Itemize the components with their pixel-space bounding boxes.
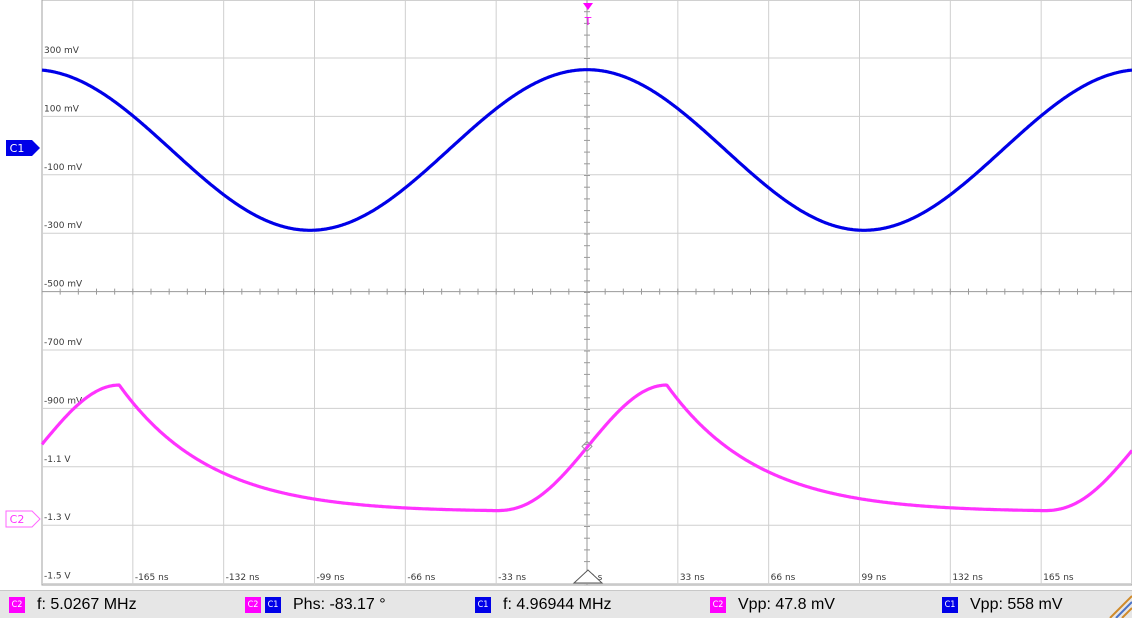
y-tick-label: -1.1 V	[44, 455, 71, 465]
c2-badge: C2	[245, 597, 261, 613]
y-tick-label: -100 mV	[44, 163, 83, 173]
measurement-text: Vpp: 558 mV	[970, 596, 1063, 613]
x-tick-label: -132 ns	[226, 573, 260, 583]
y-tick-label: -300 mV	[44, 221, 83, 231]
measurement-text: f: 4.96944 MHz	[503, 596, 612, 613]
x-tick-label: 99 ns	[862, 573, 887, 583]
trace-c1	[41, 68, 1132, 232]
plot-background	[0, 0, 1132, 590]
c1-badge: C1	[475, 597, 491, 613]
x-tick-label: 33 ns	[680, 573, 705, 583]
trigger-level-icon	[581, 440, 593, 453]
trigger-arrow-icon	[583, 3, 593, 10]
c2-marker-icon	[5, 510, 41, 528]
traces	[40, 68, 1132, 513]
resize-grip-icon[interactable]	[1106, 592, 1132, 618]
c1-marker-icon	[6, 140, 40, 156]
y-tick-label: 100 mV	[44, 104, 80, 114]
y-tick-label: -1.5 V	[44, 572, 71, 582]
trace-c2	[40, 383, 1132, 513]
measurement-c2-vpp[interactable]: C2 Vpp: 47.8 mV	[710, 595, 835, 615]
y-tick-label: -900 mV	[44, 396, 83, 406]
trigger-marker[interactable]: T	[583, 3, 593, 28]
measurement-text: Phs: -83.17 °	[293, 596, 386, 613]
c2-marker-label: C2	[10, 513, 25, 526]
channel-marker-c1[interactable]: C1	[6, 140, 40, 156]
c1-badge: C1	[942, 597, 958, 613]
measurement-text: Vpp: 47.8 mV	[738, 596, 835, 613]
measurement-text: f: 5.0267 MHz	[37, 596, 137, 613]
waveform-display[interactable]: 300 mV 100 mV -100 mV -300 mV -500 mV -700 mV…	[0, 0, 1132, 590]
x-tick-label: 165 ns	[1043, 573, 1074, 583]
y-tick-label: -1.3 V	[44, 513, 71, 523]
x-tick-label: -165 ns	[135, 573, 169, 583]
graticule	[41, 0, 1132, 586]
x-tick-label: -99 ns	[317, 573, 345, 583]
x-tick-label: -33 ns	[498, 573, 526, 583]
c1-marker-label: C1	[10, 142, 25, 155]
measurement-bar: C2 f: 5.0267 MHz C2 C1 Phs: -83.17 ° C1 …	[0, 590, 1132, 618]
c1-badge: C1	[265, 597, 281, 613]
y-axis-labels: 300 mV 100 mV -100 mV -300 mV -500 mV -700 mV…	[44, 46, 83, 582]
channel-marker-c2[interactable]: C2	[5, 510, 41, 528]
x-tick-label: 132 ns	[952, 573, 983, 583]
measurement-c1-vpp[interactable]: C1 Vpp: 558 mV	[942, 595, 1063, 615]
trigger-position-icon[interactable]	[572, 569, 604, 584]
measurement-c1-frequency[interactable]: C1 f: 4.96944 MHz	[475, 595, 612, 615]
measurement-phase[interactable]: C2 C1 Phs: -83.17 °	[245, 595, 386, 615]
y-tick-label: 300 mV	[44, 46, 80, 56]
x-tick-label: 66 ns	[771, 573, 796, 583]
x-tick-label: -66 ns	[407, 573, 435, 583]
c2-badge: C2	[9, 597, 25, 613]
oscilloscope-plot[interactable]: 300 mV 100 mV -100 mV -300 mV -500 mV -700 mV…	[0, 0, 1132, 590]
c2-badge: C2	[710, 597, 726, 613]
trigger-label: T	[584, 15, 592, 28]
y-tick-label: -500 mV	[44, 280, 83, 290]
measurement-c2-frequency[interactable]: C2 f: 5.0267 MHz	[9, 595, 137, 615]
y-tick-label: -700 mV	[44, 338, 83, 348]
